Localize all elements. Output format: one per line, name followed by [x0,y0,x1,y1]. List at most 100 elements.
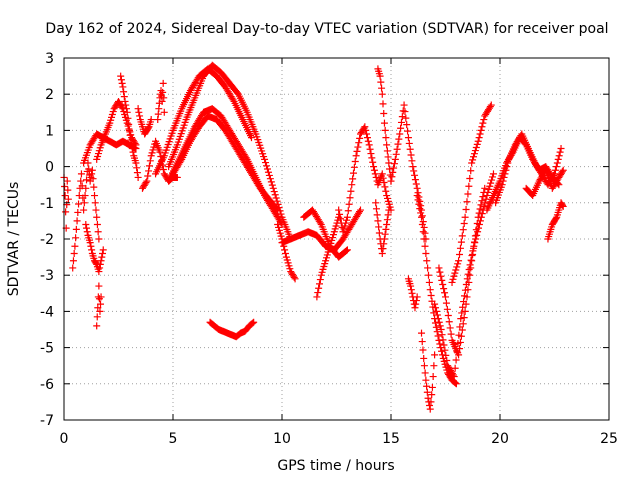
data-point [379,245,387,253]
data-point [421,229,429,237]
data-point [229,96,237,104]
data-point [378,84,386,92]
data-point [133,169,141,177]
data-point [446,324,454,332]
data-point [552,214,560,222]
data-point [349,175,357,183]
data-point [400,101,408,109]
data-point [470,238,478,246]
data-point [143,177,151,185]
data-point [352,152,360,160]
data-point [404,134,412,142]
data-point [417,209,425,217]
x-tick-label: 0 [60,431,69,447]
data-point [249,319,257,327]
data-point [451,269,459,277]
data-point [412,300,420,308]
data-point [261,155,269,163]
data-point [504,159,512,167]
data-point [95,268,103,276]
data-point [156,148,164,156]
data-point [315,284,323,292]
data-point [389,168,397,176]
x-tick-label: 25 [600,431,618,447]
data-point [498,181,506,189]
data-point [456,345,464,353]
data-point [438,331,446,339]
data-point [419,228,427,236]
data-point [478,197,486,205]
data-point [159,165,167,173]
data-point [449,275,457,283]
data-point [350,163,358,171]
data-point [420,354,428,362]
data-point [81,192,89,200]
data-point [80,199,88,207]
data-point [117,72,125,80]
data-point [313,293,321,301]
data-point [410,167,418,175]
data-point [64,195,72,203]
data-point [135,108,143,116]
data-point [95,295,103,303]
data-point [481,184,489,192]
data-point [422,249,430,257]
data-point [464,286,472,294]
y-tick-labels: -7 -6 -5 -4 -3 -2 -1 0 1 2 3 [40,51,54,429]
data-point [485,185,493,193]
data-point [290,273,298,281]
data-point [407,286,415,294]
data-point [401,108,409,116]
data-point [267,178,275,186]
data-point [160,94,168,102]
data-point [434,332,442,340]
data-point [145,167,153,175]
data-point [480,188,488,196]
data-point [407,282,415,290]
data-point [418,329,426,337]
data-point [385,159,393,167]
data-point [395,135,403,143]
x-tick-label: 15 [382,431,400,447]
data-point [477,201,485,209]
data-point [433,328,441,336]
data-point [461,213,469,221]
y-tick-label: -5 [40,341,54,357]
data-point [408,157,416,165]
data-point [468,257,476,265]
data-point [89,175,97,183]
data-point [457,238,465,246]
data-point [147,116,155,124]
data-point [397,124,405,132]
data-point [433,311,441,319]
data-point [123,108,131,116]
data-point [63,177,71,185]
data-point [376,72,384,80]
data-point [407,151,415,159]
data-point [459,303,467,311]
data-point [413,192,421,200]
data-point [474,213,482,221]
data-point [381,230,389,238]
data-point [377,78,385,86]
x-tick-label: 10 [273,431,291,447]
data-point [118,79,126,87]
data-point [552,163,560,171]
data-point [443,305,451,313]
data-point [439,336,447,344]
series-arc-14 [169,112,282,214]
data-point [92,206,100,214]
data-point [122,105,130,113]
data-point [472,143,480,151]
data-point [382,134,390,142]
series-arc-24 [404,275,421,312]
data-point [460,314,468,322]
data-point [281,246,289,254]
data-point [502,166,510,174]
data-point [411,176,419,184]
data-point [73,217,81,225]
data-point [439,281,447,289]
grid [64,58,609,420]
data-point [71,242,79,250]
data-point [274,206,282,214]
